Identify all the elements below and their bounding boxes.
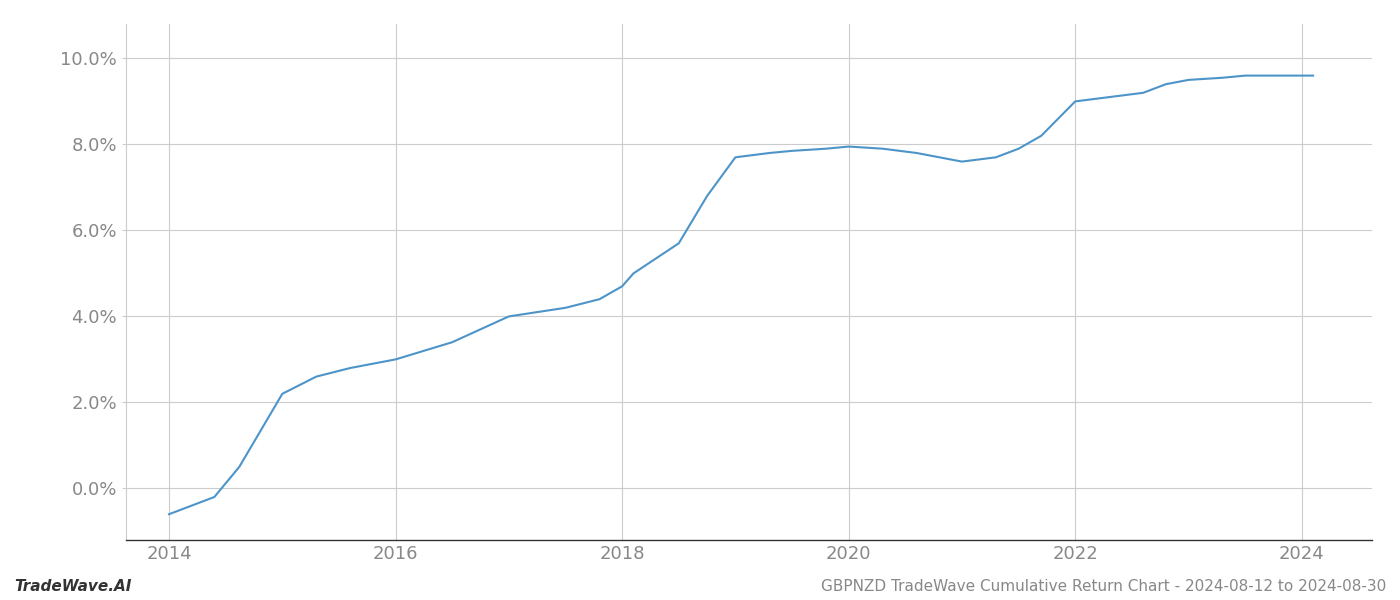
Text: TradeWave.AI: TradeWave.AI [14,579,132,594]
Text: GBPNZD TradeWave Cumulative Return Chart - 2024-08-12 to 2024-08-30: GBPNZD TradeWave Cumulative Return Chart… [820,579,1386,594]
